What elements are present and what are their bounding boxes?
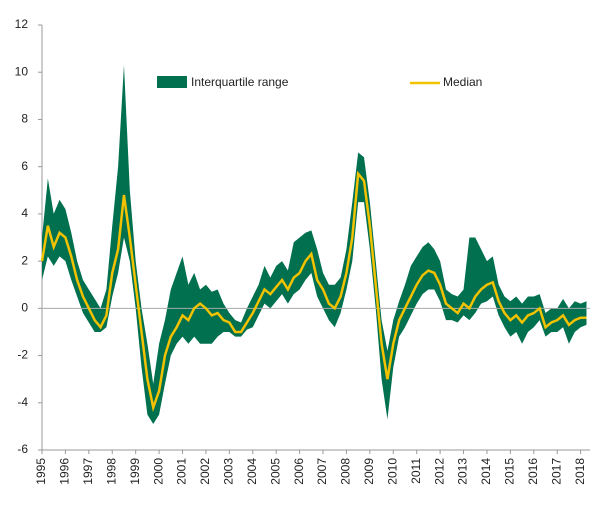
x-tick-label: 1995	[34, 458, 48, 485]
x-tick-label: 1998	[104, 458, 118, 485]
x-tick-label: 2018	[573, 458, 587, 485]
y-tick-label: 8	[21, 112, 28, 126]
legend-swatch	[157, 76, 187, 88]
iqr-band	[42, 65, 587, 425]
x-tick-label: 1997	[81, 458, 95, 485]
x-tick-label: 2003	[222, 458, 236, 485]
x-tick-label: 2001	[175, 458, 189, 485]
x-tick-label: 2007	[315, 458, 329, 485]
x-tick-label: 2011	[409, 458, 423, 484]
x-tick-label: 2012	[432, 458, 446, 485]
x-tick-label: 2002	[198, 458, 212, 485]
x-tick-label: 2008	[339, 458, 353, 485]
x-tick-label: 2000	[151, 458, 165, 485]
y-tick-label: 10	[15, 64, 29, 78]
y-tick-label: 12	[15, 17, 29, 31]
median-line	[40, 170, 587, 413]
x-tick-label: 2013	[456, 458, 470, 485]
y-tick-label: 2	[21, 253, 28, 267]
x-tick-label: 2009	[362, 458, 376, 485]
x-tick-label: 2006	[292, 458, 306, 485]
x-tick-label: 2010	[385, 458, 399, 485]
x-tick-label: 2005	[268, 458, 282, 485]
y-tick-label: 6	[21, 159, 28, 173]
x-tick-label: 2016	[526, 458, 540, 485]
y-tick-label: -2	[17, 348, 28, 362]
x-tick-label: 2015	[503, 458, 517, 485]
y-tick-label: -6	[17, 442, 28, 456]
x-tick-label: 2014	[479, 458, 493, 485]
legend-label: Median	[443, 75, 482, 89]
y-tick-label: 4	[21, 206, 28, 220]
legend-label: Interquartile range	[191, 75, 289, 89]
y-tick-label: -4	[17, 395, 28, 409]
x-tick-label: 1996	[58, 458, 72, 485]
x-tick-label: 2004	[245, 458, 259, 485]
x-tick-label: 2017	[549, 458, 563, 485]
x-tick-label: 1999	[128, 458, 142, 485]
y-tick-label: 0	[21, 301, 28, 315]
